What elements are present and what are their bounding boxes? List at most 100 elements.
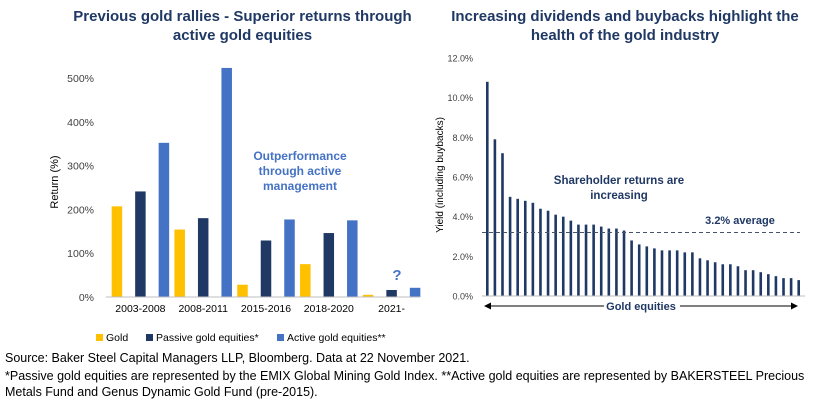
yield-bar-chart: 0.0% 2.0% 4.0% 6.0% 8.0% 10.0% 12.0% 3.2% aver… — [435, 54, 805, 313]
yield-bar — [675, 250, 679, 296]
bar-active-gold-equities-2021- — [409, 287, 421, 297]
yield-bar — [592, 224, 595, 296]
bar-passive-gold-equities-2018-2020 — [323, 233, 335, 297]
left-chart-title: Previous gold rallies - Superior returns… — [73, 8, 412, 44]
yield-bar — [486, 81, 489, 296]
arrow-left-head — [484, 302, 491, 310]
y-tick-label: 300% — [67, 161, 94, 173]
yield-bar — [713, 262, 717, 296]
shareholder-annotation-line2: increasing — [590, 190, 648, 202]
legend-swatch — [96, 334, 103, 341]
yield-bar — [660, 250, 664, 296]
yield-bar — [561, 216, 565, 296]
x-tick-label: 2015-2016 — [241, 303, 291, 315]
y-axis-label: Return (%) — [49, 155, 61, 208]
yield-bar — [729, 264, 732, 296]
yield-bar — [645, 246, 649, 296]
legend-swatch — [277, 334, 284, 341]
yield-bar — [523, 200, 527, 296]
x-tick-label: 2003-2008 — [115, 303, 165, 315]
outperformance-annotation-line2: through active — [259, 164, 342, 178]
bar-passive-gold-equities-2003-2008 — [135, 191, 146, 297]
x-tick-label: 2008-2011 — [178, 303, 228, 315]
y-tick-label: 8.0% — [452, 133, 473, 143]
bar-passive-gold-equities-2008-2011 — [197, 218, 209, 297]
legend-label: Passive gold equities* — [156, 332, 259, 344]
y-tick-label: 12.0% — [447, 54, 473, 64]
source-note: Source: Baker Steel Capital Managers LLP… — [5, 351, 470, 365]
yield-bar — [744, 270, 747, 296]
y-tick-label: 0.0% — [452, 292, 473, 302]
yield-bar — [683, 252, 687, 296]
average-label: 3.2% average — [705, 215, 775, 227]
yield-bar — [569, 220, 573, 296]
yield-bar — [615, 228, 618, 296]
x-tick-label: 2021- — [378, 303, 405, 315]
yield-bar — [637, 244, 641, 296]
bar-gold-2015-2016 — [237, 284, 248, 297]
yield-bar — [698, 258, 702, 296]
yield-bar — [721, 264, 725, 296]
yield-bar — [736, 266, 740, 296]
yield-bar — [797, 280, 801, 296]
yield-bar — [584, 224, 588, 296]
yield-bar — [653, 248, 656, 296]
outperformance-annotation-line1: Outperformance — [253, 149, 347, 163]
yield-bar — [508, 196, 512, 296]
arrow-right-head — [791, 302, 798, 310]
yield-bar — [691, 252, 694, 296]
shareholder-annotation-line1: Shareholder returns are — [554, 175, 684, 187]
yield-bar — [767, 274, 770, 296]
y-tick-label: 0% — [79, 292, 94, 304]
y-tick-label: 100% — [67, 248, 94, 260]
question-mark-annotation: ? — [392, 267, 401, 284]
yield-bar — [706, 260, 709, 296]
footnote: *Passive gold equities are represented b… — [5, 369, 805, 399]
bar-active-gold-equities-2018-2020 — [347, 220, 358, 297]
yield-bar — [622, 230, 626, 296]
x-axis-label: Gold equities — [606, 301, 676, 313]
y-axis-label: Yield (including buybacks) — [435, 117, 446, 233]
bar-active-gold-equities-2003-2008 — [158, 142, 170, 297]
bar-gold-2021- — [362, 294, 374, 297]
yield-bar — [516, 198, 519, 296]
bar-active-gold-equities-2008-2011 — [221, 67, 232, 298]
y-tick-label: 2.0% — [452, 252, 473, 262]
yield-bar — [759, 272, 763, 296]
outperformance-annotation-line3: management — [263, 179, 337, 193]
bar-passive-gold-equities-2015-2016 — [260, 240, 272, 297]
right-chart-title: Increasing dividends and buybacks highli… — [451, 8, 799, 44]
yield-bar — [782, 278, 785, 296]
y-tick-label: 400% — [67, 117, 94, 129]
legend-label: Gold — [106, 332, 128, 344]
x-tick-label: 2018-2020 — [304, 303, 354, 315]
bar-passive-gold-equities-2021- — [386, 289, 397, 297]
yield-bar — [531, 202, 535, 296]
legend-label: Active gold equities** — [287, 332, 386, 344]
yield-bar — [577, 224, 580, 296]
y-tick-label: 200% — [67, 204, 94, 216]
yield-bar — [789, 278, 793, 296]
yield-bar — [493, 139, 497, 296]
legend-swatch — [146, 334, 153, 341]
yield-bar — [668, 250, 671, 296]
yield-bar — [630, 240, 633, 296]
yield-bar — [554, 214, 557, 296]
bar-gold-2018-2020 — [300, 264, 311, 297]
bar-active-gold-equities-2015-2016 — [284, 219, 295, 297]
y-tick-label: 500% — [67, 73, 94, 85]
returns-bar-chart: 0% 100% 200% 300% 400% 500% 2003-2008 2008-201… — [49, 67, 421, 344]
yield-bar — [599, 226, 603, 296]
bar-gold-2008-2011 — [174, 229, 185, 297]
yield-bar — [607, 228, 611, 296]
yield-bar — [751, 270, 755, 296]
bar-gold-2003-2008 — [111, 206, 123, 297]
yield-bar — [501, 153, 504, 296]
y-tick-label: 6.0% — [452, 173, 473, 183]
y-tick-label: 4.0% — [452, 212, 473, 222]
gold-equities-arrow-label: Gold equities — [484, 301, 798, 313]
yield-bar — [546, 210, 550, 296]
legend: Gold Passive gold equities* Active gold eq… — [96, 332, 386, 344]
y-tick-label: 10.0% — [447, 93, 473, 103]
yield-bar — [774, 276, 778, 296]
